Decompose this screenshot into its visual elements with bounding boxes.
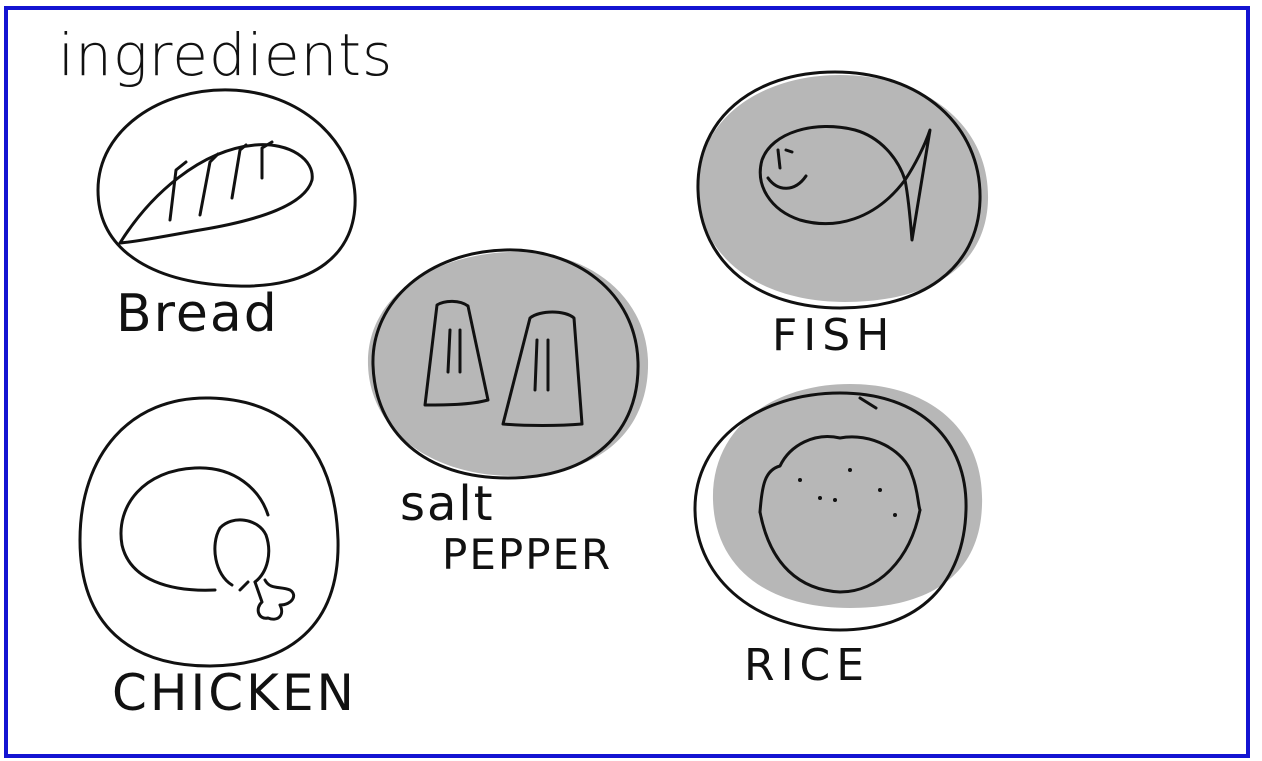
salt-label: salt bbox=[400, 476, 495, 532]
page-title: ingredients bbox=[58, 21, 394, 89]
rice-bowl-icon bbox=[758, 435, 922, 594]
bread-icon bbox=[118, 140, 314, 245]
chicken-label: CHICKEN bbox=[112, 664, 357, 722]
frame-border bbox=[4, 6, 1250, 758]
salt-pepper-plate-circle bbox=[371, 248, 640, 480]
rice-plate-circle bbox=[693, 391, 968, 632]
rice-plate[interactable] bbox=[693, 384, 983, 632]
pepper-label: PEPPER bbox=[442, 530, 613, 579]
chicken-plate[interactable] bbox=[78, 396, 340, 668]
fish-plate-circle bbox=[696, 70, 982, 310]
chicken-plate-circle bbox=[78, 396, 340, 668]
rice-plate-shade bbox=[712, 384, 983, 608]
fish-icon bbox=[758, 125, 932, 242]
pepper-shaker-icon bbox=[501, 310, 584, 427]
bread-plate[interactable] bbox=[96, 88, 357, 288]
fish-plate[interactable] bbox=[696, 70, 989, 310]
salt-shaker-icon bbox=[423, 299, 490, 407]
fish-plate-shade bbox=[697, 75, 989, 302]
chicken-icon bbox=[119, 466, 296, 621]
rice-label: RICE bbox=[744, 640, 871, 691]
bread-label: Bread bbox=[116, 284, 279, 344]
fish-label: FISH bbox=[772, 310, 896, 361]
bread-plate-circle bbox=[96, 88, 357, 288]
salt-pepper-plate[interactable] bbox=[367, 248, 649, 480]
